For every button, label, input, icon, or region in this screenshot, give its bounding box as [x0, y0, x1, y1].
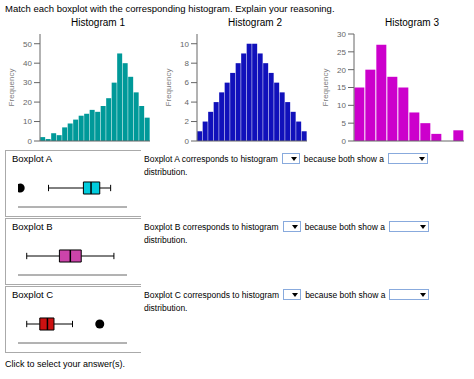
svg-text:20: 20 [337, 66, 346, 75]
svg-text:10: 10 [337, 101, 346, 110]
svg-text:50: 50 [23, 40, 32, 49]
html-text:distribution.: distribution. [144, 303, 188, 313]
html-text:because both show a: because both show a [304, 221, 385, 232]
svg-text:5: 5 [342, 119, 347, 128]
svg-text:Frequency: Frequency [164, 69, 173, 107]
html-text:distribution.: distribution. [144, 167, 188, 177]
html-text:Boxplot A corresponds to histo: Boxplot A corresponds to histogram [144, 153, 278, 164]
html-text:Histogram 2: Histogram 2 [228, 17, 282, 28]
svg-text:6: 6 [185, 78, 190, 87]
html-text:Boxplot C: Boxplot C [12, 289, 54, 300]
svg-text:8: 8 [185, 59, 190, 68]
html-text:distribution.: distribution. [144, 235, 188, 245]
html-text:Boxplot B: Boxplot B [12, 221, 53, 232]
html-text:Histogram 3: Histogram 3 [385, 17, 439, 28]
svg-text:40: 40 [23, 59, 32, 68]
svg-text:10: 10 [180, 40, 189, 49]
html-text:Boxplot C corresponds to histo: Boxplot C corresponds to histogram [144, 289, 280, 300]
svg-text:15: 15 [337, 83, 346, 92]
html-text:Boxplot A: Boxplot A [12, 153, 53, 164]
html-text:because both show a: because both show a [303, 153, 385, 164]
svg-text:Frequency: Frequency [321, 69, 330, 107]
html-text:Boxplot B corresponds to histo: Boxplot B corresponds to histogram [144, 221, 279, 232]
svg-text:25: 25 [337, 48, 346, 57]
html-text:Match each boxplot with the co: Match each boxplot with the correspondin… [5, 3, 335, 14]
svg-text:0: 0 [28, 137, 33, 145]
svg-text:20: 20 [23, 98, 32, 107]
svg-text:4: 4 [185, 98, 190, 107]
html-text:because both show a: because both show a [305, 289, 386, 300]
html-text:Click to select your answer(s): Click to select your answer(s). [5, 359, 125, 369]
svg-text:Frequency: Frequency [8, 69, 16, 107]
svg-text:10: 10 [23, 117, 32, 126]
svg-text:0: 0 [342, 137, 347, 145]
svg-text:30: 30 [23, 78, 32, 87]
svg-text:30: 30 [337, 30, 346, 39]
svg-text:0: 0 [185, 137, 190, 145]
svg-text:2: 2 [185, 117, 190, 126]
html-text:Histogram 1: Histogram 1 [71, 17, 125, 28]
